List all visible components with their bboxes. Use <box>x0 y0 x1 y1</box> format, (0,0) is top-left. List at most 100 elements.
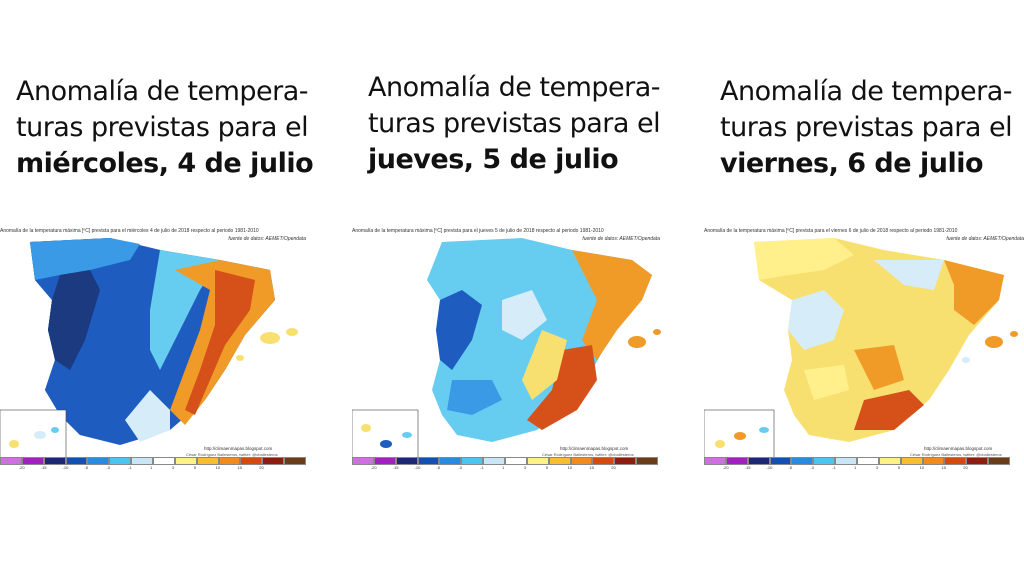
legend-tick: 1 <box>502 465 505 470</box>
headline-date: miércoles, 4 de julio <box>16 148 314 179</box>
legend-tick: -15 <box>40 465 47 470</box>
legend-swatch <box>284 457 306 465</box>
legend-swatch <box>791 457 814 465</box>
legend-tick: 1 <box>854 465 857 470</box>
legend-swatch <box>65 457 88 465</box>
headline-date: viernes, 6 de julio <box>720 148 984 179</box>
legend-swatch <box>857 457 879 465</box>
legend-tick: 10 <box>919 465 925 470</box>
panel-headline: Anomalía de tempera- turas previstas par… <box>16 74 316 182</box>
legend-tick: -5 <box>788 465 792 470</box>
legend-swatch <box>352 457 374 465</box>
legend-swatch <box>966 457 989 465</box>
legend-swatch <box>109 457 132 465</box>
legend-tick: -1 <box>480 465 484 470</box>
map-title: Anomalía de la temperatura máxima [ºC] p… <box>0 228 259 234</box>
legend-swatch <box>153 457 175 465</box>
credit-url: http://climaenmapas.blogspot.com <box>924 446 993 451</box>
legend-tick: -20 <box>722 465 729 470</box>
legend-tick: 5 <box>193 465 196 470</box>
legend-tick: -3 <box>458 465 462 470</box>
legend-swatch <box>835 457 857 465</box>
forecast-panel-friday: Anomalía de tempera- turas previstas par… <box>704 0 1024 576</box>
legend-tick: -15 <box>392 465 399 470</box>
legend-tick: -20 <box>18 465 25 470</box>
legend-swatch <box>944 457 967 465</box>
color-legend: -20 -15 -10 -5 -3 -1 1 3 5 10 15 20 <box>704 457 1010 471</box>
legend-tick: -1 <box>832 465 836 470</box>
legend-swatch <box>196 457 219 465</box>
legend-swatch <box>614 457 637 465</box>
legend-tick: -10 <box>62 465 69 470</box>
legend-tick: 1 <box>150 465 153 470</box>
headline-line-1: Anomalía de tempera- <box>368 72 661 103</box>
forecast-panel-thursday: Anomalía de tempera- turas previstas par… <box>352 0 682 576</box>
legend-swatch <box>21 457 44 465</box>
legend-tick: 10 <box>215 465 221 470</box>
legend-tick: 5 <box>545 465 548 470</box>
legend-swatch <box>878 457 901 465</box>
map-title: Anomalía de la temperatura máxima [ºC] p… <box>704 228 958 234</box>
legend-swatch <box>131 457 153 465</box>
legend-swatch <box>43 457 66 465</box>
legend-tick: 20 <box>259 465 264 470</box>
legend-swatch <box>174 457 197 465</box>
credit-url: http://climaenmapas.blogspot.com <box>204 446 273 451</box>
legend-swatch <box>395 457 418 465</box>
anomaly-map-wednesday <box>0 238 298 458</box>
legend-swatch <box>483 457 505 465</box>
legend-swatch <box>592 457 615 465</box>
headline-date: jueves, 5 de julio <box>368 144 619 175</box>
map-title: Anomalía de la temperatura máxima [ºC] p… <box>352 228 604 234</box>
legend-swatch <box>747 457 770 465</box>
legend-tick: 20 <box>611 465 616 470</box>
map-source: fuente de datos: AEMET/Opendata <box>228 236 306 242</box>
legend-tick: 15 <box>237 465 242 470</box>
legend-swatch <box>240 457 263 465</box>
legend-swatch <box>0 457 22 465</box>
legend-tick: -10 <box>414 465 421 470</box>
legend-swatch <box>725 457 748 465</box>
legend-tick: -20 <box>370 465 377 470</box>
legend-tick: -5 <box>84 465 88 470</box>
headline-line-2: turas previstas para el <box>720 112 1013 143</box>
legend-tick: 10 <box>567 465 573 470</box>
color-legend: -20 -15 -10 -5 -3 -1 1 3 5 10 15 20 <box>0 457 306 471</box>
legend-swatch <box>636 457 658 465</box>
legend-tick: 3 <box>523 465 527 470</box>
legend-swatch <box>505 457 527 465</box>
headline-line-1: Anomalía de tempera- <box>16 76 309 107</box>
legend-swatch <box>526 457 549 465</box>
legend-swatch <box>922 457 945 465</box>
legend-tick: 15 <box>941 465 946 470</box>
credit-author: César Rodríguez Ballesteros, twitter: @c… <box>910 452 1002 457</box>
anomaly-map-friday <box>704 238 1018 458</box>
legend-swatch <box>769 457 792 465</box>
legend-tick: 5 <box>897 465 900 470</box>
headline-line-1: Anomalía de tempera- <box>720 76 1013 107</box>
map-source: fuente de datos: AEMET/Opendata <box>582 236 660 242</box>
legend-swatch <box>218 457 241 465</box>
legend-swatch <box>704 457 726 465</box>
legend-swatch <box>548 457 571 465</box>
legend-swatch <box>570 457 593 465</box>
legend-swatch <box>87 457 110 465</box>
legend-swatch <box>900 457 923 465</box>
legend-tick: -1 <box>128 465 132 470</box>
headline-line-2: turas previstas para el <box>368 108 661 139</box>
legend-swatch <box>439 457 462 465</box>
map-source: fuente de datos: AEMET/Opendata <box>946 236 1024 242</box>
legend-tick: 3 <box>875 465 879 470</box>
legend-tick: -3 <box>810 465 814 470</box>
headline-line-2: turas previstas para el <box>16 112 309 143</box>
legend-tick: -3 <box>106 465 110 470</box>
forecast-panel-wednesday: Anomalía de tempera- turas previstas par… <box>0 0 330 576</box>
anomaly-map-thursday <box>352 238 661 458</box>
legend-tick: 20 <box>963 465 968 470</box>
legend-swatch <box>813 457 836 465</box>
legend-tick: -5 <box>436 465 440 470</box>
legend-tick: 15 <box>589 465 594 470</box>
color-legend: -20 -15 -10 -5 -3 -1 1 3 5 10 15 20 <box>352 457 658 471</box>
credit-author: César Rodríguez Ballesteros, twitter: @c… <box>186 452 278 457</box>
panel-headline: Anomalía de tempera- turas previstas par… <box>720 74 1020 182</box>
